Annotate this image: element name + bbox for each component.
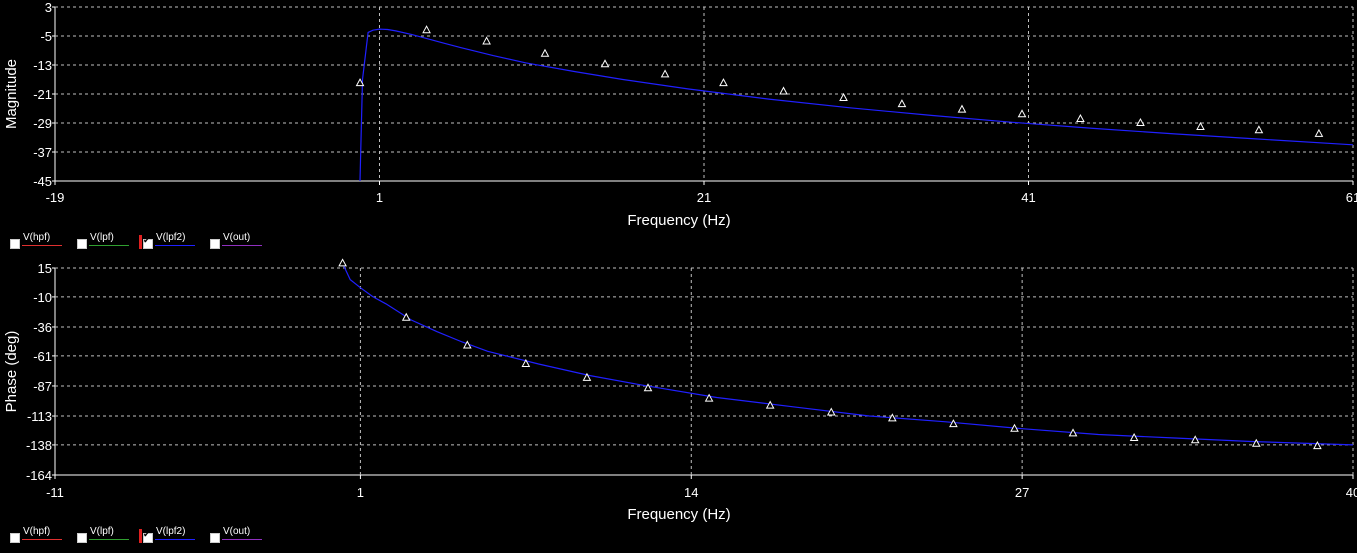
legend-checkbox[interactable] [210,533,220,543]
phase-y-tick-label: -87 [33,379,52,394]
phase-x-axis-label: Frequency (Hz) [627,506,730,523]
phase-y-tick-label: -61 [33,349,52,364]
phase-data-marker [643,383,653,392]
phase-data-marker [1129,432,1139,441]
magnitude-x-tick-label: 1 [376,190,383,205]
magnitude-data-marker [1314,128,1324,137]
phase-y-tick-label: 15 [38,261,52,276]
phase-data-marker [704,393,714,402]
legend-label: V(lpf2) [156,232,186,243]
magnitude-data-marker [1196,121,1205,130]
magnitude-data-marker [1254,125,1264,134]
legend-label: V(lpf) [90,526,114,537]
phase-legend: V(hpf) V(lpf) V(lpf2) V(out) [0,526,300,548]
phase-data-marker [1251,438,1261,447]
phase-y-tick-label: -138 [26,438,52,453]
phase-x-tick-label: 14 [684,485,698,500]
magnitude-data-marker [1076,113,1085,123]
legend-swatch [155,245,195,246]
phase-data-marker [949,419,958,428]
magnitude-data-marker [422,25,431,34]
phase-series-line [342,263,1354,446]
magnitude-legend: V(hpf) V(lpf) V(lpf2) V(out) [0,232,300,254]
legend-label: V(lpf2) [156,526,186,537]
legend-swatch [222,245,262,246]
phase-y-tick-label: -10 [33,290,52,305]
phase-x-tick-label: 1 [357,485,364,500]
legend-label: V(out) [223,232,251,243]
phase-y-tick-label: -36 [33,320,52,335]
phase-data-marker [462,340,472,349]
magnitude-data-marker [957,104,967,113]
phase-x-tick-label: 27 [1015,485,1029,500]
legend-checkbox[interactable] [143,236,153,249]
magnitude-data-marker [1136,117,1145,126]
magnitude-y-tick-label: -29 [33,116,52,131]
legend-selected-marker [139,235,142,249]
magnitude-y-tick-label: -45 [33,174,52,189]
magnitude-data-marker [540,48,550,57]
phase-data-marker [401,312,411,321]
legend-selected-marker [139,529,142,543]
phase-data-marker [1010,423,1019,432]
magnitude-data-marker [482,36,491,45]
legend-swatch [89,539,129,540]
legend-checkbox[interactable] [77,533,87,543]
magnitude-data-marker [719,78,728,87]
legend-checkbox[interactable] [10,533,20,543]
legend-label: V(out) [223,526,251,537]
phase-y-axis-label: Phase (deg) [3,331,20,413]
legend-label: V(lpf) [90,232,114,243]
magnitude-data-marker [779,86,788,95]
phase-x-tick-label: -11 [46,485,64,500]
magnitude-y-tick-label: -21 [33,87,52,102]
magnitude-x-tick-label: 41 [1021,190,1035,205]
legend-checkbox[interactable] [210,239,220,249]
phase-data-marker [582,372,592,381]
legend-checkbox[interactable] [143,530,153,543]
phase-data-marker [1313,441,1322,450]
legend-swatch [22,539,62,540]
magnitude-y-tick-label: 3 [45,0,52,15]
phase-data-marker [1190,435,1200,444]
phase-y-tick-label: -164 [26,468,52,483]
legend-swatch [155,539,195,540]
magnitude-data-marker [355,78,365,87]
legend-label: V(hpf) [23,526,51,537]
magnitude-data-marker [600,59,610,68]
legend-checkbox[interactable] [77,239,87,249]
phase-data-marker [888,413,897,422]
magnitude-y-tick-label: -37 [33,145,52,160]
magnitude-x-tick-label: -19 [46,190,65,205]
magnitude-data-marker [660,69,670,78]
phase-data-marker [338,258,347,267]
magnitude-y-axis-label: Magnitude [3,59,20,129]
phase-x-tick-label: 40 [1346,485,1357,500]
magnitude-y-tick-label: -13 [33,58,52,73]
phase-data-marker [826,407,836,416]
phase-plot: 15 -10 -36 -61 -87 -113 -138 -164 -11 1 14 27 40 Freq… [3,258,1357,523]
phase-data-marker [765,400,775,409]
phase-y-tick-label: -113 [27,409,52,424]
magnitude-x-tick-label: 21 [697,190,711,205]
magnitude-plot: 3 -5 -13 -21 -29 -37 -45-19 1 21 41 61 Frequency (H… [3,0,1357,229]
legend-swatch [22,245,62,246]
magnitude-x-axis-label: Frequency (Hz) [627,212,730,229]
phase-data-marker [521,358,531,367]
legend-label: V(hpf) [23,232,51,243]
legend-swatch [89,245,129,246]
magnitude-x-tick-label: 61 [1346,190,1357,205]
phase-data-marker [1068,428,1078,437]
magnitude-data-marker [1017,109,1027,118]
magnitude-series-line [359,28,1354,182]
magnitude-y-tick-label: -5 [40,29,52,44]
magnitude-data-marker [897,99,907,108]
legend-checkbox[interactable] [10,239,20,249]
legend-swatch [222,539,262,540]
magnitude-data-marker [839,92,848,101]
